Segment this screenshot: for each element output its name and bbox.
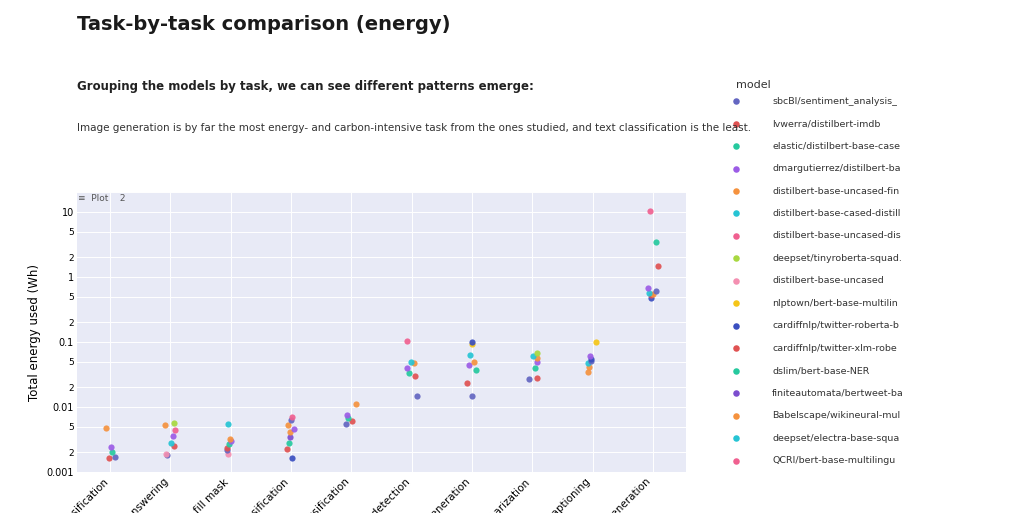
Point (643, 293, 659, 302)
Point (461, 361, 477, 369)
Point (284, 454, 300, 462)
Point (98, 424, 115, 432)
Text: cardiffnlp/twitter-xlm-robe: cardiffnlp/twitter-xlm-robe (772, 344, 897, 353)
Point (348, 400, 365, 408)
Text: Task-by-task comparison (energy): Task-by-task comparison (energy) (77, 15, 451, 34)
Point (219, 449, 236, 458)
Point (159, 450, 175, 459)
Point (283, 416, 299, 424)
Point (462, 350, 478, 359)
Text: sbcBI/sentiment_analysis_: sbcBI/sentiment_analysis_ (772, 96, 897, 106)
Point (401, 369, 418, 378)
Point (528, 358, 545, 366)
Text: cardiffnlp/twitter-roberta-b: cardiffnlp/twitter-roberta-b (772, 321, 899, 330)
Text: Grouping the models by task, we can see different patterns emerge:: Grouping the models by task, we can see … (77, 80, 534, 92)
Point (464, 338, 480, 346)
Point (464, 340, 480, 348)
Text: dmargutierrez/distilbert-ba: dmargutierrez/distilbert-ba (772, 164, 900, 173)
Point (642, 291, 658, 300)
Point (406, 359, 422, 367)
Point (166, 441, 182, 449)
Point (641, 206, 657, 214)
Text: distilbert-base-uncased-fin: distilbert-base-uncased-fin (772, 187, 899, 195)
Point (399, 364, 416, 372)
Text: elastic/distilbert-base-case: elastic/distilbert-base-case (772, 142, 900, 150)
Point (220, 440, 237, 448)
Point (167, 426, 183, 434)
Point (280, 421, 296, 429)
Point (582, 352, 598, 361)
Point (580, 368, 596, 376)
Text: lvwerra/distilbert-imdb: lvwerra/distilbert-imdb (772, 119, 881, 128)
Point (222, 435, 239, 443)
Point (580, 359, 596, 367)
Point (163, 439, 179, 447)
Point (641, 289, 657, 297)
Point (407, 372, 423, 380)
Point (528, 354, 545, 362)
Point (281, 439, 297, 447)
Point (650, 262, 667, 270)
Point (100, 454, 117, 462)
Text: QCRI/bert-base-multilingu: QCRI/bert-base-multilingu (772, 456, 895, 465)
Text: Image generation is by far the most energy- and carbon-intensive task from the o: Image generation is by far the most ener… (77, 123, 751, 133)
Point (402, 358, 419, 366)
Point (648, 286, 665, 294)
Point (158, 449, 174, 458)
Text: dslim/bert-base-NER: dslim/bert-base-NER (772, 366, 869, 376)
Point (399, 337, 416, 345)
Point (344, 417, 360, 425)
Y-axis label: Total energy used (Wh): Total energy used (Wh) (28, 264, 41, 401)
Point (584, 355, 600, 363)
Point (409, 391, 425, 400)
Text: nlptown/bert-base-multilin: nlptown/bert-base-multilin (772, 299, 898, 308)
Point (106, 452, 123, 461)
Text: deepset/tinyroberta-squad.: deepset/tinyroberta-squad. (772, 254, 902, 263)
Point (527, 364, 544, 372)
Text: finiteautomata/bertweet-ba: finiteautomata/bertweet-ba (772, 389, 904, 398)
Point (283, 427, 299, 436)
Point (525, 351, 542, 360)
Point (640, 284, 656, 292)
Point (286, 425, 302, 433)
Text: deepset/electra-base-squa: deepset/electra-base-squa (772, 434, 899, 443)
Point (102, 443, 119, 451)
Point (165, 432, 181, 440)
Point (583, 357, 599, 365)
Text: model: model (736, 80, 771, 89)
Point (520, 375, 537, 383)
Point (468, 366, 484, 374)
Point (284, 412, 300, 421)
Point (581, 363, 597, 371)
Point (466, 358, 482, 366)
Text: distilbert-base-uncased-dis: distilbert-base-uncased-dis (772, 231, 901, 241)
Point (647, 238, 664, 246)
Point (222, 437, 239, 445)
Point (282, 432, 298, 441)
Point (459, 379, 475, 387)
Text: ≡  Plot    2: ≡ Plot 2 (78, 194, 126, 203)
Point (219, 446, 236, 454)
Point (220, 420, 237, 428)
Point (219, 444, 236, 452)
Point (166, 419, 182, 427)
Point (588, 338, 604, 346)
Point (528, 349, 545, 357)
Point (279, 445, 295, 453)
Point (340, 414, 356, 422)
Text: Babelscape/wikineural-mul: Babelscape/wikineural-mul (772, 411, 900, 420)
Point (157, 421, 173, 429)
Point (104, 447, 121, 456)
Text: distilbert-base-cased-distill: distilbert-base-cased-distill (772, 209, 900, 218)
Point (645, 290, 662, 298)
Point (529, 374, 546, 382)
Point (338, 420, 354, 428)
Point (464, 392, 480, 400)
Text: distilbert-base-uncased: distilbert-base-uncased (772, 277, 884, 285)
Point (338, 411, 354, 419)
